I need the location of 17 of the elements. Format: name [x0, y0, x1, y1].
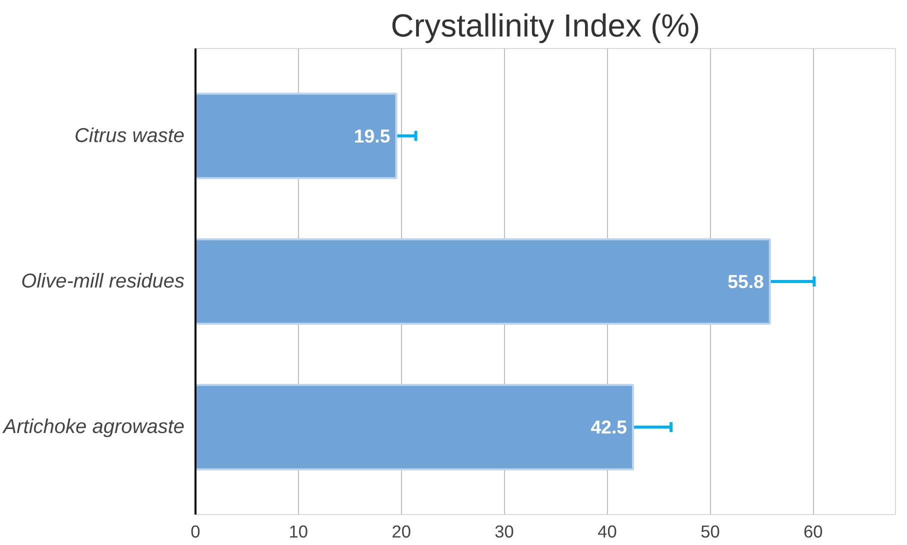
- data-label: 42.5: [590, 416, 627, 438]
- x-tick-label: 60: [804, 522, 823, 542]
- chart-title: Crystallinity Index (%): [390, 8, 700, 44]
- y-tick-label: Olive-mill residues: [21, 270, 185, 292]
- bar: [196, 92, 398, 180]
- y-tick-label: Artichoke agrowaste: [2, 416, 184, 438]
- x-tick-label: 40: [598, 522, 617, 542]
- bar: [196, 238, 771, 325]
- x-tick-label: 10: [288, 522, 308, 542]
- y-tick-label: Citrus waste: [74, 124, 184, 147]
- x-tick-label: 30: [494, 522, 514, 542]
- bar: [196, 384, 634, 470]
- data-label: 55.8: [728, 271, 764, 292]
- x-tick-label: 0: [190, 522, 200, 542]
- data-label: 19.5: [354, 125, 390, 146]
- x-tick-label: 20: [392, 522, 412, 542]
- x-tick-label: 50: [700, 522, 720, 542]
